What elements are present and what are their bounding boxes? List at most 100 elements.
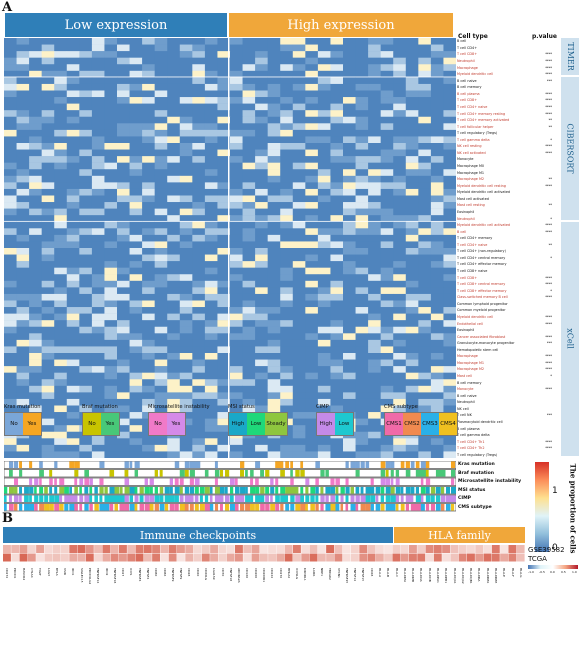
annotation-cell — [335, 503, 340, 511]
heatmap-cell — [393, 346, 407, 354]
heatmap-cell — [242, 70, 256, 78]
heatmap-cell — [280, 451, 294, 458]
annotation-cell — [104, 486, 108, 494]
heatmap-cell — [393, 320, 407, 327]
annotation-cell — [370, 478, 374, 486]
heatmap-cell — [267, 451, 281, 458]
heatmap-cell — [204, 77, 218, 85]
heatmap-cell — [29, 241, 42, 249]
heatmap-cell — [154, 267, 168, 275]
heatmap-cell — [292, 70, 306, 78]
heatmap-cell — [230, 300, 243, 308]
heatmap-cell — [393, 195, 407, 203]
annotation-cell — [149, 503, 154, 511]
corr-legend-tick: 0.0 — [550, 570, 555, 574]
heatmap-cell — [154, 274, 168, 282]
heatmap-cell — [79, 346, 93, 354]
heatmap-cell — [142, 215, 155, 222]
heatmap-cell — [4, 136, 17, 144]
heatmap-cell — [179, 188, 193, 196]
heatmap-cell — [305, 366, 319, 373]
annotation-cell — [450, 503, 455, 511]
heatmap-cell — [317, 313, 331, 321]
heatmap-cell — [41, 313, 55, 321]
heatmap-cell — [154, 90, 168, 98]
heatmap-cell — [242, 188, 256, 196]
heatmap-cell — [330, 398, 344, 406]
heatmap-cell — [117, 83, 130, 91]
heatmap-cell — [217, 103, 231, 111]
heatmap-cell — [129, 169, 143, 177]
cell-type-label: Myeloid dendritic cell resting — [457, 183, 506, 188]
heatmap-cell — [154, 123, 168, 131]
heatmap-cell — [79, 116, 93, 124]
heatmap-cell — [317, 64, 331, 72]
annotation-cell — [405, 469, 411, 477]
heatmap-cell — [355, 346, 369, 354]
heatmap-cell — [430, 221, 444, 229]
heatmap-cell — [280, 123, 294, 131]
heatmap-cell — [129, 438, 143, 446]
heatmap-cell — [192, 444, 206, 452]
heatmap-cell — [305, 372, 319, 380]
gene-label: CD200R1 — [262, 568, 266, 583]
heatmap-cell — [179, 287, 193, 295]
heatmap-cell — [104, 372, 118, 380]
heatmap-cell — [317, 359, 331, 367]
corr-cell — [127, 553, 136, 562]
annotation-cell — [144, 478, 148, 486]
heatmap-cell — [91, 97, 105, 104]
annotation-cell — [149, 495, 155, 503]
heatmap-cell — [29, 221, 42, 229]
heatmap-cell — [230, 64, 243, 72]
heatmap-cell — [104, 221, 118, 229]
heatmap-cell — [154, 254, 168, 262]
heatmap-cell — [330, 366, 344, 373]
heatmap-cell — [129, 136, 143, 144]
heatmap-cell — [167, 372, 181, 380]
heatmap-cell — [192, 110, 206, 117]
heatmap-cell — [305, 182, 319, 190]
heatmap-cell — [305, 241, 319, 249]
heatmap-cell — [405, 110, 419, 117]
heatmap-cell — [41, 97, 55, 104]
corr-cell — [168, 553, 177, 562]
heatmap-cell — [66, 333, 80, 341]
heatmap-cell — [104, 267, 118, 275]
heatmap-cell — [255, 70, 268, 78]
heatmap-cell — [418, 254, 432, 262]
heatmap-cell — [443, 64, 456, 72]
heatmap-cell — [217, 359, 231, 367]
heatmap-cell — [317, 44, 331, 52]
heatmap-cell — [292, 353, 306, 360]
cell-type-label: T cell CD4+ memory — [457, 236, 493, 241]
heatmap-cell — [217, 372, 231, 380]
heatmap-cell — [330, 129, 344, 137]
heatmap-cell — [368, 438, 381, 446]
heatmap-cell — [142, 221, 155, 229]
heatmap-cell — [41, 44, 55, 52]
heatmap-cell — [430, 64, 444, 72]
heatmap-cell — [79, 97, 93, 104]
heatmap-cell — [179, 136, 193, 144]
legend-item: Steady — [265, 413, 287, 435]
heatmap-cell — [443, 248, 456, 255]
pvalue-label: ** — [548, 124, 552, 129]
heatmap-cell — [16, 195, 30, 203]
heatmap-cell — [343, 116, 356, 124]
heatmap-cell — [4, 333, 17, 341]
heatmap-cell — [330, 313, 344, 321]
cell-type-label: Macrophage M2 — [457, 367, 485, 372]
legend-item: CMS3 — [421, 413, 439, 435]
annotation-cell — [310, 495, 315, 503]
heatmap-cell — [230, 228, 243, 236]
heatmap-cell — [179, 451, 193, 458]
heatmap-cell — [317, 366, 331, 373]
heatmap-cell — [242, 372, 256, 380]
heatmap-cell — [242, 51, 256, 58]
heatmap-cell — [41, 208, 55, 216]
heatmap-cell — [405, 293, 419, 301]
heatmap-cell — [430, 97, 444, 104]
heatmap-cell — [280, 248, 294, 255]
corr-cell — [467, 545, 475, 553]
